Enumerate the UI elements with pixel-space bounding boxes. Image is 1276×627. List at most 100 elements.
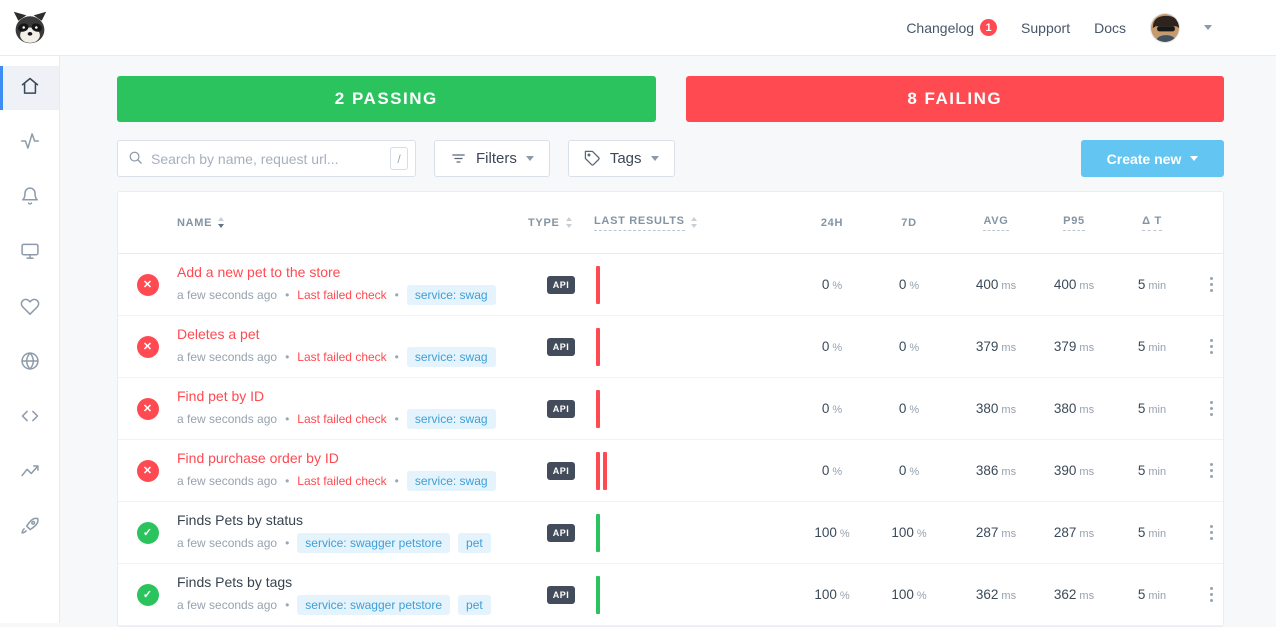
check-meta: a few seconds ago service: swagger petst… <box>177 595 528 615</box>
results-bars <box>594 254 794 315</box>
sidebar-item-home[interactable] <box>0 66 59 110</box>
success-7d-cell: 100% <box>870 587 948 602</box>
tag-badge[interactable]: service: swag <box>406 285 496 305</box>
code-icon <box>20 406 40 431</box>
avg-value: 379 <box>975 339 999 354</box>
header-7d[interactable]: 7D <box>901 216 917 229</box>
failing-banner[interactable]: 8 FAILING <box>685 76 1224 122</box>
delta-t-cell: 5 min <box>1104 401 1200 416</box>
check-type-badge: API <box>546 523 576 542</box>
last-failed-wrap: Last failed check <box>297 474 399 488</box>
row-kebab-menu-icon[interactable] <box>1206 273 1217 296</box>
last-failed-check-link[interactable]: Last failed check <box>297 412 387 426</box>
ms-unit: ms <box>1001 342 1017 354</box>
tag-badge[interactable]: service: swag <box>406 471 496 491</box>
tag-badge[interactable]: service: swag <box>406 409 496 429</box>
row-kebab-menu-icon[interactable] <box>1206 583 1217 606</box>
passing-banner[interactable]: 2 PASSING <box>117 76 656 122</box>
check-name[interactable]: Deletes a pet <box>177 326 260 342</box>
row-kebab-menu-icon[interactable] <box>1206 335 1217 358</box>
tags-label: Tags <box>609 150 642 167</box>
delta-t-value: 5 <box>1137 339 1146 354</box>
result-bar[interactable] <box>603 451 607 490</box>
sidebar-item-locations[interactable] <box>0 341 59 385</box>
filters-button[interactable]: Filters <box>434 140 550 177</box>
tag-badge[interactable]: service: swagger petstore <box>297 595 451 615</box>
result-bar[interactable] <box>596 575 600 614</box>
row-kebab-menu-icon[interactable] <box>1206 397 1217 420</box>
header-24h[interactable]: 24H <box>820 216 844 229</box>
create-new-caret-icon <box>1190 156 1199 161</box>
check-name[interactable]: Finds Pets by tags <box>177 574 293 590</box>
ms-unit: ms <box>1001 280 1017 292</box>
result-bar[interactable] <box>596 513 600 552</box>
table-row[interactable]: ✓ Finds Pets by tags a few seconds ago s… <box>118 564 1223 626</box>
header-type[interactable]: TYPE <box>528 216 594 229</box>
row-kebab-menu-icon[interactable] <box>1206 459 1217 482</box>
last-failed-check-link[interactable]: Last failed check <box>297 474 387 488</box>
sidebar-item-snippets[interactable] <box>0 396 59 440</box>
success-7d-value: 100 <box>891 525 914 540</box>
search-input[interactable] <box>117 140 416 177</box>
user-avatar[interactable] <box>1150 12 1180 43</box>
check-name[interactable]: Find purchase order by ID <box>177 450 339 466</box>
result-bar[interactable] <box>596 327 600 366</box>
nav-docs[interactable]: Docs <box>1094 20 1126 36</box>
avg-cell: 386 ms <box>948 463 1044 478</box>
sidebar-item-checks[interactable] <box>0 121 59 165</box>
p95-cell: 287 ms <box>1044 525 1104 540</box>
success-7d-value: 0 <box>898 339 907 354</box>
check-status-icon: ✕ <box>136 335 159 358</box>
delta-t-cell: 5 min <box>1104 587 1200 602</box>
success-24h-cell: 100% <box>794 587 870 602</box>
sidebar-item-status[interactable] <box>0 286 59 330</box>
table-row[interactable]: ✕ Add a new pet to the store a few secon… <box>118 254 1223 316</box>
check-name[interactable]: Add a new pet to the store <box>177 264 341 280</box>
tag-badge[interactable]: service: swag <box>406 347 496 367</box>
header-avg[interactable]: AVG <box>948 215 1044 231</box>
percent-unit: % <box>832 404 843 416</box>
nav-support[interactable]: Support <box>1021 20 1070 36</box>
header-last-results[interactable]: LAST RESULTS <box>594 215 794 231</box>
app-logo-raccoon-icon[interactable] <box>12 10 48 46</box>
check-name[interactable]: Find pet by ID <box>177 388 265 404</box>
tags-button[interactable]: Tags <box>567 140 675 177</box>
sidebar-item-quickstart[interactable] <box>0 506 59 550</box>
check-tags: service: swag <box>406 285 496 305</box>
last-failed-check-link[interactable]: Last failed check <box>297 350 387 364</box>
delta-t-cell: 5 min <box>1104 277 1200 292</box>
sidebar-item-alerts[interactable] <box>0 176 59 220</box>
tag-badge[interactable]: pet <box>458 533 491 553</box>
check-meta: a few seconds ago service: swagger petst… <box>177 533 528 553</box>
sidebar-item-dashboards[interactable] <box>0 231 59 275</box>
sidebar-item-analytics[interactable] <box>0 451 59 495</box>
header-delta-t[interactable]: Δ T <box>1104 215 1200 231</box>
result-bar[interactable] <box>596 389 600 428</box>
header-name[interactable]: NAME <box>177 216 528 229</box>
check-status-icon: ✕ <box>136 273 159 296</box>
check-status-icon: ✓ <box>136 583 159 606</box>
table-row[interactable]: ✕ Find pet by ID a few seconds ago Last … <box>118 378 1223 440</box>
result-bar[interactable] <box>596 451 600 490</box>
success-7d-cell: 0% <box>870 277 948 292</box>
row-kebab-menu-icon[interactable] <box>1206 521 1217 544</box>
last-failed-check-link[interactable]: Last failed check <box>297 288 387 302</box>
delta-t-value: 5 <box>1137 401 1146 416</box>
table-row[interactable]: ✕ Deletes a pet a few seconds ago Last f… <box>118 316 1223 378</box>
success-24h-value: 0 <box>821 277 830 292</box>
user-menu-caret-icon[interactable] <box>1204 25 1212 30</box>
p95-value: 379 <box>1053 339 1077 354</box>
tag-badge[interactable]: service: swagger petstore <box>297 533 451 553</box>
check-meta: a few seconds ago Last failed check serv… <box>177 471 528 491</box>
create-new-button[interactable]: Create new <box>1081 140 1224 177</box>
tag-badge[interactable]: pet <box>458 595 491 615</box>
nav-changelog[interactable]: Changelog 1 <box>906 19 998 36</box>
table-row[interactable]: ✓ Finds Pets by status a few seconds ago… <box>118 502 1223 564</box>
check-name[interactable]: Finds Pets by status <box>177 512 304 528</box>
table-row[interactable]: ✕ Find purchase order by ID a few second… <box>118 440 1223 502</box>
result-bar[interactable] <box>596 265 600 304</box>
success-24h-cell: 0% <box>794 339 870 354</box>
header-p95[interactable]: P95 <box>1044 215 1104 231</box>
check-type-badge: API <box>546 585 576 604</box>
p95-value: 400 <box>1053 277 1077 292</box>
